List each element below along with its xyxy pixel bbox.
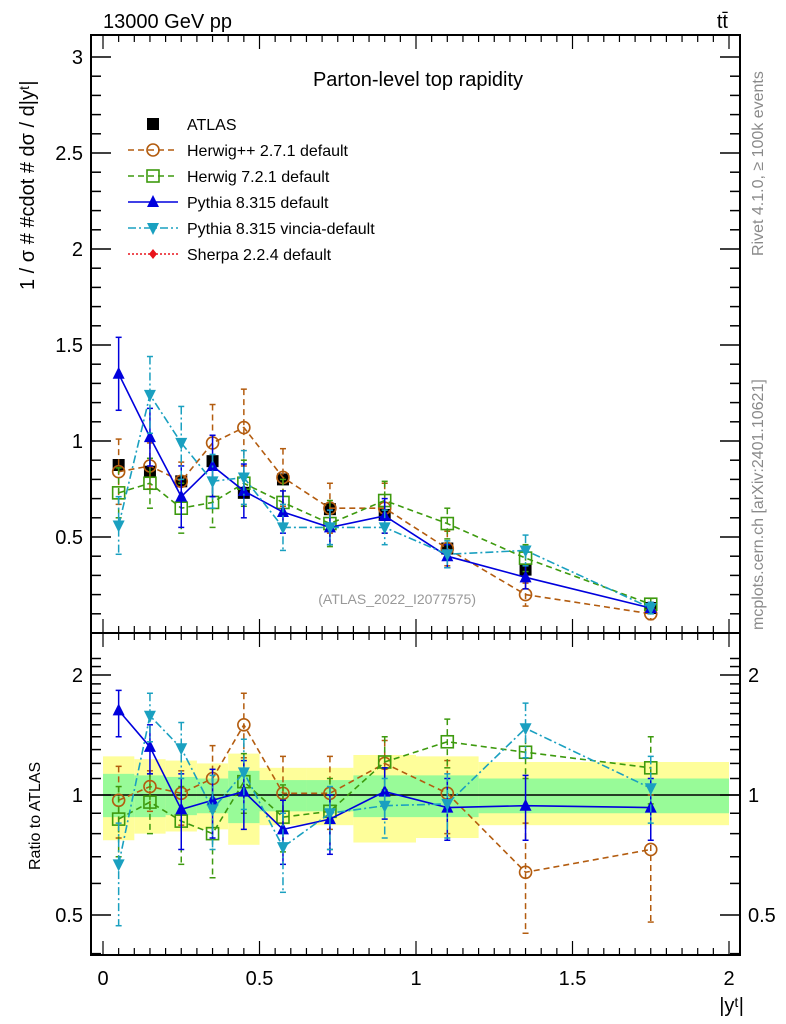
ratio-data-point <box>518 865 533 880</box>
data-point <box>143 476 157 491</box>
ratio-data-point <box>440 734 455 749</box>
legend-label: ATLAS <box>187 117 237 134</box>
legend-marker <box>149 249 157 259</box>
ratio-series-3 <box>112 692 657 927</box>
y-tick-label: 0.5 <box>55 527 83 549</box>
ratio-series-line <box>118 723 651 874</box>
x-tick-label: 1 <box>410 968 421 990</box>
data-point <box>206 476 219 489</box>
legend-entry: Herwig 7.2.1 default <box>128 169 330 186</box>
data-point <box>519 545 532 558</box>
y-tick-label: 1 <box>72 431 83 453</box>
mcplots-label: mcplots.cern.ch [arXiv:2401.10621] <box>750 379 767 630</box>
ratio-data-point <box>175 743 188 756</box>
y-tick-label: 1.5 <box>55 335 83 357</box>
ratio-data-point <box>237 767 250 780</box>
y-tick-label: 2.5 <box>55 143 83 165</box>
y-tick-label: 3 <box>72 47 83 69</box>
ratio-data-point <box>143 710 156 723</box>
x-tick-label: 1.5 <box>559 968 587 990</box>
legend-label: Pythia 8.315 vincia-default <box>187 221 375 238</box>
data-point <box>323 522 336 535</box>
y-axis-label: 1 / σ # #cdot # dσ / d|yᵗ| <box>17 80 39 290</box>
analysis-tag: (ATLAS_2022_I2077575) <box>318 591 476 607</box>
ratio-series-line <box>117 714 652 865</box>
ratio-data-point <box>206 804 219 817</box>
legend-label: Herwig 7.2.1 default <box>187 169 330 186</box>
x-axis-label: |yᵗ| <box>719 995 744 1017</box>
x-tick-label: 0 <box>97 968 108 990</box>
legend-label: Pythia 8.315 default <box>187 195 329 212</box>
legend-entry: Sherpa 2.2.4 default <box>128 247 332 264</box>
ratio-data-point <box>643 842 658 857</box>
data-point <box>237 472 250 485</box>
ratio-data-point <box>644 783 657 796</box>
data-point <box>441 549 454 562</box>
series-4 <box>112 355 657 616</box>
data-point <box>644 603 657 616</box>
legend-marker <box>147 118 159 130</box>
ratio-data-point <box>175 802 188 815</box>
ratio-data-point <box>112 859 125 872</box>
data-point <box>111 464 126 479</box>
ratio-data-point <box>143 795 157 809</box>
ratio-data-point <box>143 739 156 752</box>
ratio-y-tick-label-right: 0.5 <box>748 905 776 927</box>
ratio-y-axis-label: Ratio to ATLAS <box>27 762 44 870</box>
data-point <box>378 522 391 535</box>
series-3 <box>112 336 657 615</box>
legend: ATLAS Herwig++ 2.7.1 default Herwig 7.2.1 … <box>128 117 375 264</box>
ratio-data-point <box>519 723 532 736</box>
legend-entry: Pythia 8.315 vincia-default <box>128 221 375 238</box>
main-panel: 0.5 1 1.5 2 2.5 3 <box>55 34 741 634</box>
rivet-label: Rivet 4.1.0, ≥ 100k events <box>750 71 767 256</box>
ratio-data-point <box>143 779 157 794</box>
x-tick-label: 0.5 <box>246 968 274 990</box>
chart-title: Parton-level top rapidity <box>313 69 523 91</box>
ratio-panel: 0.5 0.5 1 1 2 2 0 0.5 1 1.5 2 <box>55 632 776 990</box>
legend-marker <box>147 223 159 235</box>
x-tick-label: 2 <box>723 968 734 990</box>
data-point <box>112 366 125 379</box>
ratio-data-point <box>276 842 289 855</box>
series-line <box>117 373 651 609</box>
ratio-y-tick-label: 1 <box>72 785 83 807</box>
data-point <box>112 520 125 533</box>
ratio-data-point <box>323 808 336 821</box>
data-point <box>276 522 289 535</box>
legend-entry: ATLAS <box>147 117 237 134</box>
process-label: tt̄ <box>717 11 729 33</box>
ratio-y-tick-label: 2 <box>72 665 83 687</box>
ratio-data-point <box>237 718 251 732</box>
ratio-series-line <box>118 740 651 835</box>
y-tick-label: 2 <box>72 239 83 261</box>
data-point <box>237 420 251 435</box>
data-point <box>175 489 188 502</box>
legend-marker <box>147 195 159 207</box>
data-point <box>519 570 532 583</box>
data-point <box>440 516 455 531</box>
ratio-data-point <box>111 793 126 808</box>
ratio-data-point <box>112 703 125 716</box>
legend-label: Herwig++ 2.7.1 default <box>187 143 349 160</box>
data-point <box>143 430 156 443</box>
ratio-data-point <box>519 798 532 811</box>
legend-label: Sherpa 2.2.4 default <box>187 247 332 264</box>
energy-label: 13000 GeV pp <box>103 11 232 33</box>
legend-marker <box>146 169 160 183</box>
ratio-data-point <box>441 798 454 811</box>
data-point <box>206 458 219 471</box>
ratio-data-point <box>276 822 289 835</box>
ratio-y-tick-label-right: 2 <box>748 665 759 687</box>
ratio-y-tick-label-right: 1 <box>748 785 759 807</box>
legend-marker <box>146 143 160 157</box>
ratio-data-point <box>378 800 391 813</box>
ratio-y-tick-label: 0.5 <box>55 905 83 927</box>
legend-entry: Pythia 8.315 default <box>128 195 329 212</box>
data-point <box>143 389 156 402</box>
data-point <box>175 437 188 450</box>
legend-entry: Herwig++ 2.7.1 default <box>128 143 349 160</box>
